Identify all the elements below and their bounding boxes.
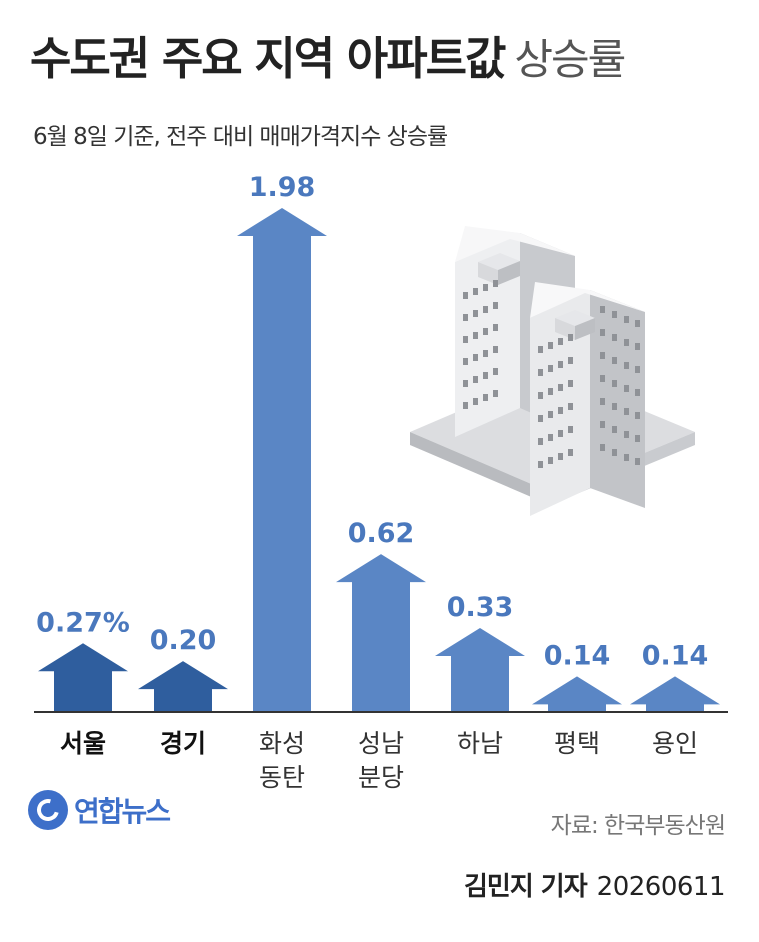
value-label-5: 0.33	[447, 592, 514, 623]
bar-7	[630, 676, 720, 712]
yonhap-logo: 연합뉴스	[28, 790, 171, 830]
bar-1	[38, 643, 128, 712]
value-label-4: 0.62	[348, 518, 415, 549]
chart-title: 수도권 주요 지역 아파트값 상승률	[30, 35, 626, 84]
title-main: 수도권 주요 지역 아파트값	[30, 32, 506, 85]
bar-2	[138, 661, 228, 712]
category-label-6: 평택	[554, 729, 600, 758]
apartment-illustration	[410, 226, 695, 516]
value-label-2: 0.20	[150, 625, 217, 656]
category-label-2: 경기	[160, 729, 206, 758]
category-label-7: 용인	[652, 729, 698, 758]
value-label-3: 1.98	[249, 172, 316, 203]
reporter-name: 김민지 기자	[464, 872, 588, 902]
bar-5	[435, 628, 525, 712]
source-note: 자료: 한국부동산원	[550, 813, 726, 839]
value-label-7: 0.14	[642, 640, 709, 671]
bar-4	[336, 554, 426, 712]
value-label-6: 0.14	[544, 640, 611, 671]
category-label-5: 하남	[457, 729, 503, 758]
byline: 김민지 기자 20260611	[464, 866, 726, 903]
publish-date: 20260611	[596, 872, 726, 902]
title-suffix: 상승률	[514, 35, 626, 84]
bar-6	[532, 676, 622, 712]
bar-3	[237, 208, 327, 712]
category-label-4: 성남 분당	[358, 729, 404, 792]
logo-text: 연합뉴스	[74, 795, 171, 828]
value-label-1: 0.27%	[36, 607, 130, 638]
category-label-1: 서울	[60, 729, 106, 758]
category-label-3: 화성 동탄	[259, 729, 305, 792]
yonhap-logo-icon	[28, 790, 68, 830]
subtitle: 6월 8일 기준, 전주 대비 매매가격지수 상승률	[33, 124, 448, 150]
